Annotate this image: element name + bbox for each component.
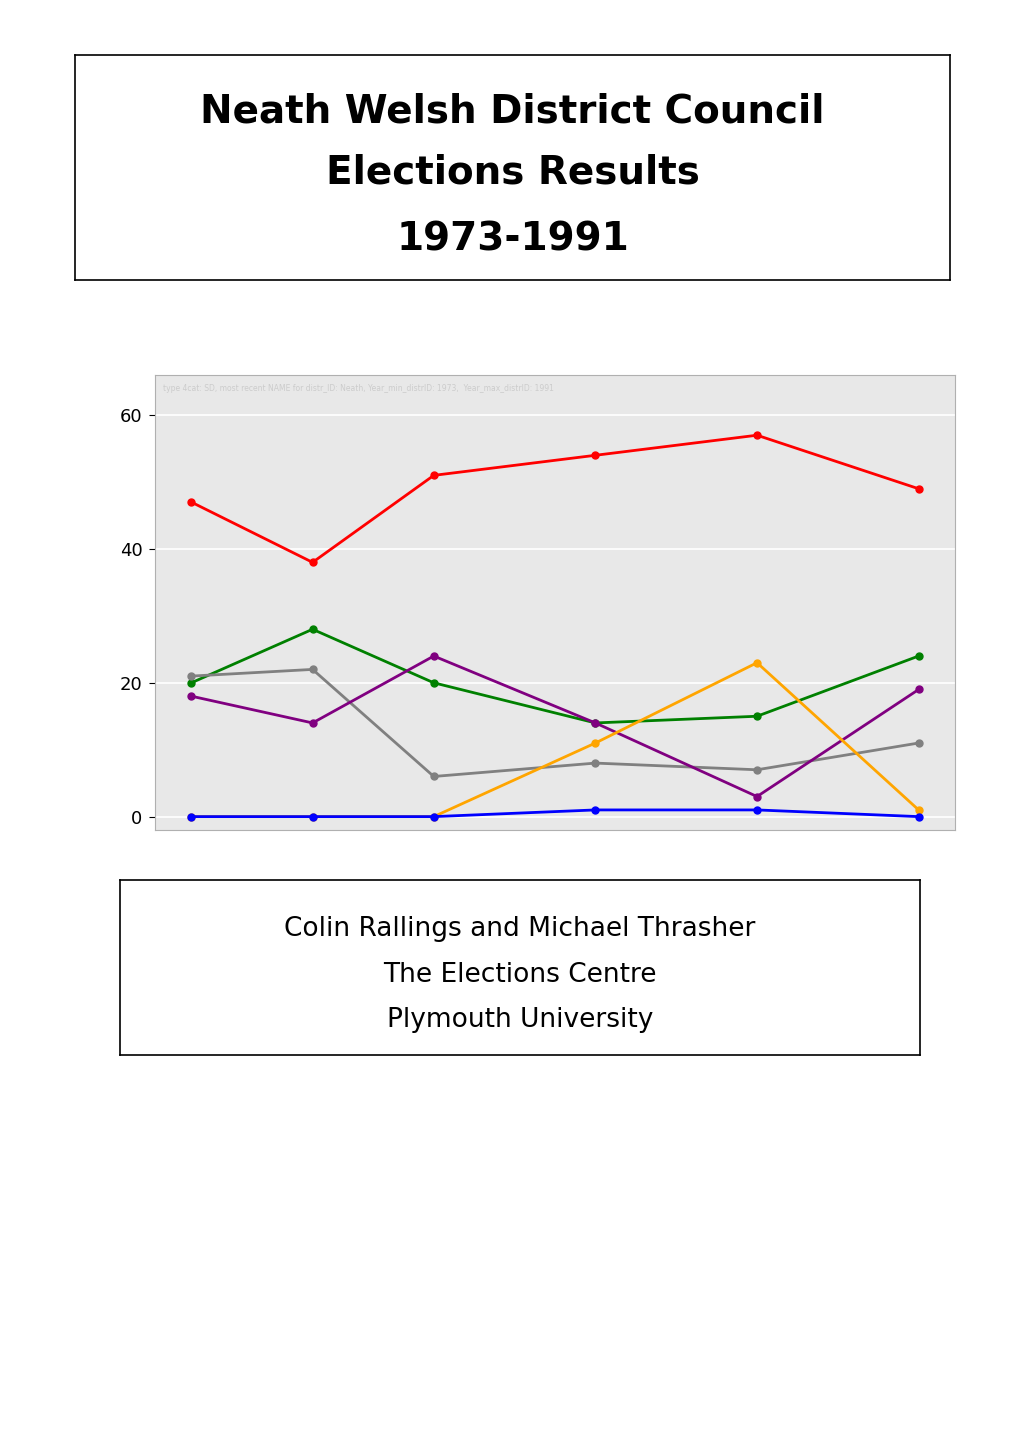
Text: The Elections Centre: The Elections Centre [383,962,656,988]
Text: Neath Welsh District Council: Neath Welsh District Council [200,92,824,130]
Text: 1973-1991: 1973-1991 [395,221,629,258]
Text: Elections Results: Elections Results [325,153,699,190]
Text: Plymouth University: Plymouth University [386,1007,652,1032]
Text: type 4cat: SD, most recent NAME for distr_ID: Neath, Year_min_distrID: 1973,  Ye: type 4cat: SD, most recent NAME for dist… [163,384,553,394]
Text: Colin Rallings and Michael Thrasher: Colin Rallings and Michael Thrasher [284,916,755,942]
